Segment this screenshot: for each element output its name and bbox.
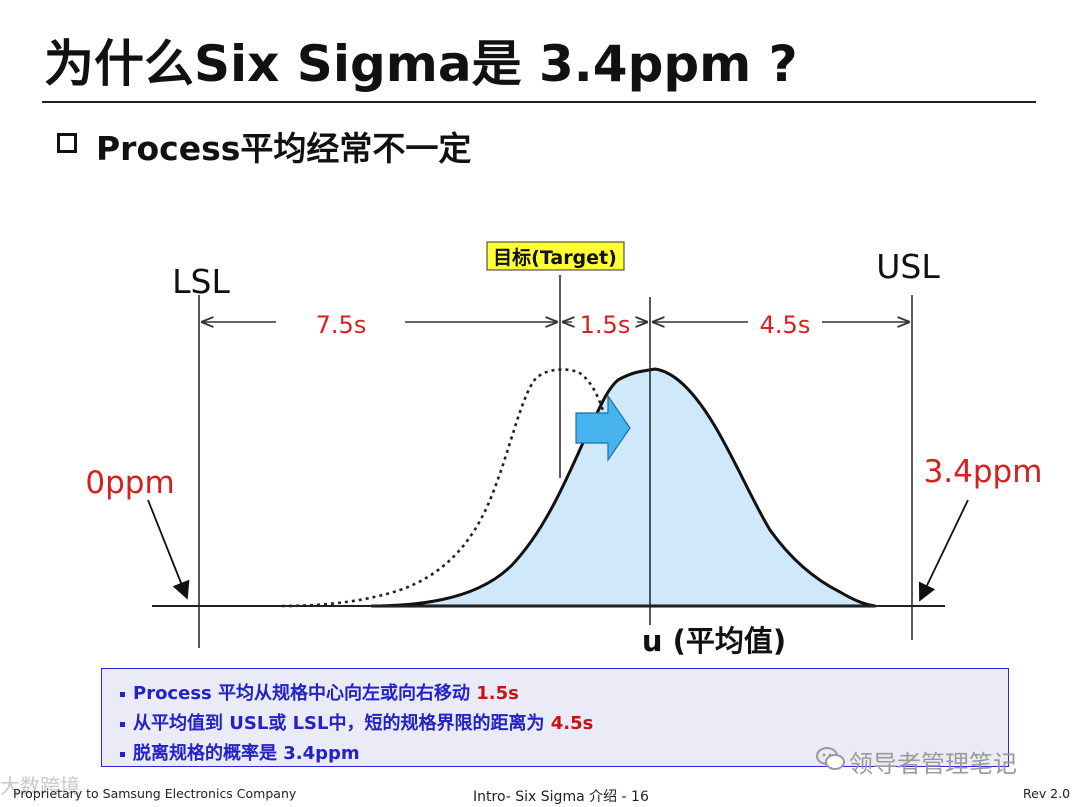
watermark-text-left: 大数跨境 (0, 774, 80, 798)
left-ppm-pointer-arrow (147, 499, 190, 600)
slide-subtitle: Process平均经常不一定 (96, 129, 472, 168)
mean-label: u (平均值) (642, 624, 786, 658)
lsl-label: LSL (172, 262, 230, 301)
note-item: 从平均值到 USL或 LSL中，短的规格界限的距离为 4.5s (120, 709, 593, 735)
footer-page-info: Intro- Six Sigma 介绍 - 16 (473, 789, 649, 805)
wechat-icon (816, 747, 845, 770)
target-label: 目标(Target) (493, 247, 617, 269)
distance-label-target-mean: 1.5s (580, 311, 631, 339)
distance-label-lsl-target: 7.5s (316, 311, 367, 339)
bullet-icon (120, 721, 125, 727)
left-ppm-label: 0ppm (85, 465, 174, 501)
notes-box: Process 平均从规格中心向左或向右移动 1.5s 从平均值到 USL或 L… (101, 668, 1009, 767)
watermark-text: 领导者管理笔记 (849, 750, 1017, 778)
footer-company: Proprietary to Samsung Electronics Compa… (13, 786, 297, 801)
bullet-icon (120, 751, 125, 757)
shift-arrow-icon (575, 394, 631, 462)
note-item: 脱离规格的概率是 3.4ppm (120, 739, 360, 765)
distance-label-mean-usl: 4.5s (760, 311, 811, 339)
right-ppm-pointer-arrow (918, 499, 969, 602)
shifted-distribution-curve (370, 367, 877, 608)
bullet-icon (120, 691, 125, 697)
right-ppm-label: 3.4ppm (924, 454, 1043, 490)
footer-revision: Rev 2.0 (1023, 786, 1071, 801)
target-label-box (486, 241, 625, 271)
note-item: Process 平均从规格中心向左或向右移动 1.5s (120, 679, 519, 705)
checkbox-bullet-icon (57, 133, 77, 153)
slide-title: 为什么Six Sigma是 3.4ppm ? (44, 35, 798, 93)
title-divider (42, 101, 1036, 103)
usl-label: USL (876, 247, 940, 286)
